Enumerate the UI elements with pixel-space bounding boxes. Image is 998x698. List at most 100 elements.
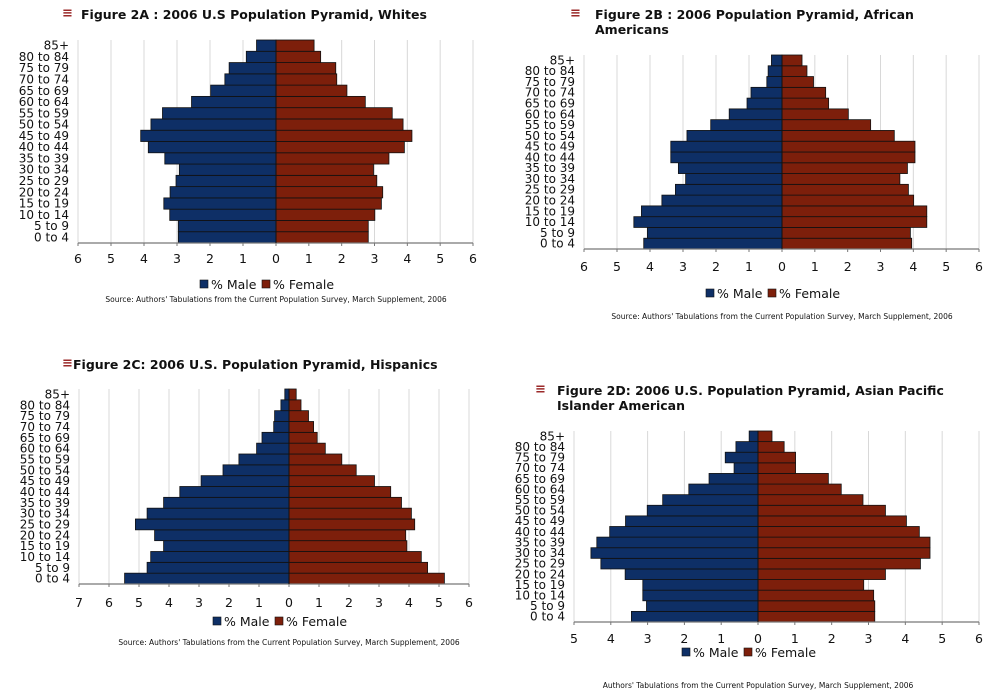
chart-2a-title: Figure 2A : 2006 U.S Population Pyramid,…: [81, 7, 427, 22]
category-label: 85+: [44, 39, 69, 53]
bar-male: [177, 231, 277, 244]
bar-female: [288, 561, 429, 574]
category-label: 85+: [540, 429, 565, 443]
bar-female: [757, 610, 876, 623]
title-menu-icon[interactable]: ≡: [570, 6, 581, 21]
x-tick-label: 4: [901, 631, 909, 646]
legend-swatch-male: [212, 616, 222, 626]
title-menu-icon[interactable]: ≡: [62, 6, 73, 21]
category-label: 0 to 4: [35, 572, 70, 586]
bar-female: [288, 410, 309, 422]
x-tick-label: 6: [74, 251, 82, 266]
legend-swatch-male: [681, 647, 691, 657]
bar-female: [781, 97, 830, 110]
category-label: 65 to 69: [19, 84, 69, 98]
bar-male: [178, 163, 277, 176]
bar-male: [661, 194, 783, 207]
category-label: 80 to 84: [20, 398, 70, 412]
bar-male: [600, 557, 759, 570]
legend: % Male % Female: [212, 614, 347, 629]
category-label: 80 to 84: [515, 440, 565, 454]
legend-label-female: % Female: [286, 614, 347, 629]
bar-male: [140, 129, 277, 142]
bar-male: [646, 227, 783, 239]
bar-female: [288, 572, 445, 585]
category-label: 50 to 54: [515, 504, 565, 518]
x-tick-label: 1: [745, 259, 753, 274]
bar-male: [274, 410, 290, 422]
bar-female: [757, 589, 875, 602]
category-label: 70 to 74: [20, 420, 70, 434]
bar-female: [757, 483, 842, 496]
category-label: 5 to 9: [34, 219, 69, 233]
chart-2b-title-line2: Americans: [595, 22, 669, 37]
bar-female: [757, 557, 921, 570]
x-tick-label: 0: [272, 251, 280, 266]
bar-male: [609, 526, 759, 538]
bar-male: [177, 220, 277, 233]
bar-female: [275, 186, 384, 199]
chart-2d-title: Figure 2D: 2006 U.S. Population Pyramid,…: [557, 383, 944, 413]
chart-2b-title-line1: Figure 2B : 2006 Population Pyramid, Afr…: [595, 7, 914, 22]
bar-female: [288, 475, 375, 487]
bar-female: [275, 95, 366, 109]
title-menu-icon[interactable]: ≡: [62, 356, 73, 371]
category-label: 30 to 34: [525, 172, 575, 186]
bar-male: [643, 237, 783, 250]
bar-male: [169, 186, 277, 199]
bar-female: [781, 130, 895, 142]
bar-male: [625, 515, 759, 527]
category-label: 10 to 14: [515, 588, 565, 602]
bar-male: [677, 162, 783, 174]
legend: % Male % Female: [199, 277, 334, 292]
bar-male: [662, 494, 759, 506]
x-tick-label: 2: [206, 251, 214, 266]
category-label: 5 to 9: [530, 599, 565, 613]
bar-female: [288, 507, 412, 520]
x-tick-label: 3: [865, 631, 873, 646]
source-note: Authors' Tabulations from the Current Po…: [603, 681, 914, 690]
x-tick-label: 3: [679, 259, 687, 274]
bar-female: [275, 50, 322, 63]
bar-female: [781, 173, 901, 185]
bar-female: [275, 163, 374, 176]
bar-female: [275, 197, 382, 210]
legend-swatch-female: [261, 279, 271, 289]
bar-male: [124, 572, 290, 585]
category-label: 40 to 44: [525, 150, 575, 164]
bar-male: [685, 173, 783, 185]
x-tick-label: 0: [778, 259, 786, 274]
x-tick-label: 2: [338, 251, 346, 266]
title-menu-icon[interactable]: ≡: [535, 382, 546, 397]
bar-male: [631, 610, 759, 623]
category-label: 30 to 34: [515, 546, 565, 560]
category-label: 80 to 84: [19, 50, 69, 64]
bar-female: [781, 237, 913, 250]
category-label: 25 to 29: [20, 517, 70, 531]
bar-male: [766, 76, 783, 88]
bar-female: [781, 119, 872, 131]
legend-swatch-female: [274, 616, 284, 626]
x-tick-label: 5: [436, 251, 444, 266]
bar-female: [288, 486, 392, 498]
category-label: 25 to 29: [515, 557, 565, 571]
category-label: 35 to 39: [20, 496, 70, 510]
chart-2b-title: Figure 2B : 2006 Population Pyramid, Afr…: [595, 7, 914, 37]
bar-female: [275, 141, 405, 154]
bar-female: [275, 118, 404, 131]
bar-male: [590, 547, 759, 559]
bar-female: [781, 65, 808, 77]
bar-female: [288, 518, 416, 531]
x-tick-label: 5: [107, 251, 115, 266]
category-label: 30 to 34: [20, 507, 70, 521]
bar-male: [147, 141, 277, 154]
bar-male: [670, 140, 783, 153]
category-label: 75 to 79: [515, 451, 565, 465]
bar-male: [228, 62, 277, 75]
category-label: 0 to 4: [540, 237, 575, 251]
category-label: 0 to 4: [530, 610, 565, 624]
bar-female: [757, 504, 886, 517]
bar-male: [646, 504, 759, 517]
